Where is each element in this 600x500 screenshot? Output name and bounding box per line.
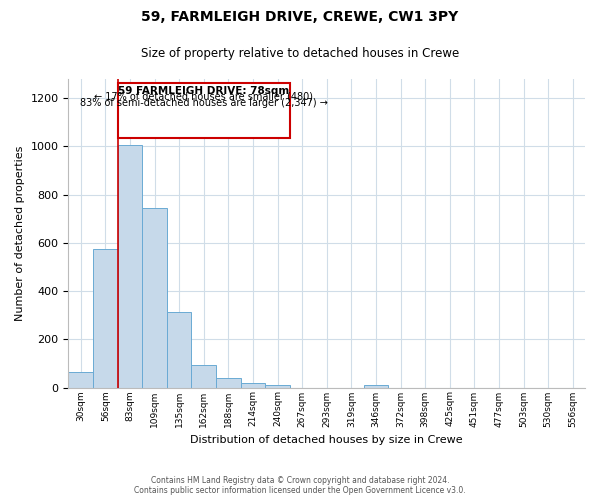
Bar [118, 82, 290, 138]
Text: Contains HM Land Registry data © Crown copyright and database right 2024.
Contai: Contains HM Land Registry data © Crown c… [134, 476, 466, 495]
X-axis label: Distribution of detached houses by size in Crewe: Distribution of detached houses by size … [190, 435, 463, 445]
Bar [364, 385, 388, 388]
Bar [142, 208, 167, 388]
Text: 59, FARMLEIGH DRIVE, CREWE, CW1 3PY: 59, FARMLEIGH DRIVE, CREWE, CW1 3PY [142, 10, 458, 24]
Bar [191, 364, 216, 388]
Bar [265, 385, 290, 388]
Bar [241, 383, 265, 388]
Text: 83% of semi-detached houses are larger (2,347) →: 83% of semi-detached houses are larger (… [80, 98, 328, 108]
Bar [216, 378, 241, 388]
Text: Size of property relative to detached houses in Crewe: Size of property relative to detached ho… [141, 48, 459, 60]
Bar [68, 372, 93, 388]
Bar [118, 146, 142, 388]
Bar [167, 312, 191, 388]
Y-axis label: Number of detached properties: Number of detached properties [15, 146, 25, 321]
Text: 59 FARMLEIGH DRIVE: 78sqm: 59 FARMLEIGH DRIVE: 78sqm [118, 86, 289, 96]
Text: ← 17% of detached houses are smaller (480): ← 17% of detached houses are smaller (48… [94, 92, 313, 102]
Bar [93, 249, 118, 388]
